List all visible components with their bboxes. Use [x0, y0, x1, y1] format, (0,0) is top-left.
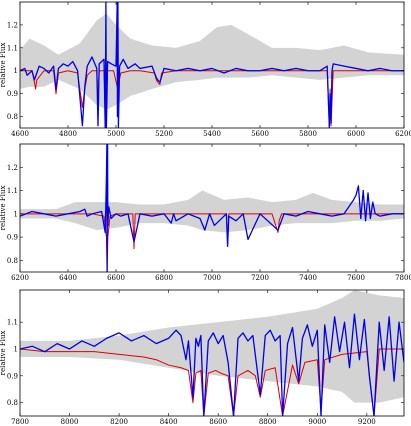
- x-tick-label: 9200: [358, 418, 376, 426]
- axes-frame: [19, 289, 405, 417]
- x-tick-label: 5000: [107, 130, 125, 138]
- x-tick-label: 7800: [395, 274, 411, 282]
- observed-spectrum-line: [20, 313, 404, 416]
- uncertainty-band: [20, 190, 404, 233]
- x-tick-label: 6600: [107, 274, 125, 282]
- y-tick-label: 1.1: [7, 319, 18, 327]
- x-tick-label: 8400: [160, 418, 178, 426]
- x-tick-label: 8200: [110, 418, 128, 426]
- y-axis-label: relative Flux: [0, 331, 7, 376]
- observed-spectrum-line: [20, 144, 404, 272]
- x-tick-label: 6200: [395, 130, 411, 138]
- x-tick-label: 5600: [251, 130, 269, 138]
- x-tick-label: 7000: [203, 274, 221, 282]
- x-tick-label: 5200: [155, 130, 173, 138]
- y-tick-label: 0.9: [7, 234, 18, 242]
- x-tick-label: 7400: [299, 274, 317, 282]
- x-tick-label: 7200: [251, 274, 269, 282]
- y-tick-label: 1: [14, 210, 18, 218]
- x-tick-label: 6200: [11, 274, 29, 282]
- plot-area: [20, 290, 404, 416]
- x-tick-label: 6000: [347, 130, 365, 138]
- y-axis-label: relative Flux: [0, 186, 7, 231]
- x-tick-label: 8600: [209, 418, 227, 426]
- y-tick-label: 0.8: [7, 113, 18, 121]
- uncertainty-band: [20, 290, 404, 403]
- panel-middle: 6200 6400 6600 6800 7000 7200 7400 7600 7800 0.8 0…: [0, 143, 411, 282]
- x-tick-label: 5400: [203, 130, 221, 138]
- x-tick-label: 4800: [59, 130, 77, 138]
- y-tick-label: 1.2: [7, 164, 18, 172]
- model-spectrum-line: [20, 348, 404, 416]
- uncertainty-band: [20, 13, 404, 110]
- panel-top: 4600 4800 5000 5200 5400 5600 5800 6000 6200 0.8 0…: [0, 1, 411, 138]
- y-tick-label: 1: [14, 345, 18, 353]
- y-tick-label: 1.2: [7, 21, 18, 29]
- x-tick-label: 6400: [59, 274, 77, 282]
- x-tick-label: 7800: [11, 418, 29, 426]
- model-spectrum-line: [20, 70, 404, 128]
- y-tick-label: 1: [14, 67, 18, 75]
- panel-bottom: 7800 8000 8200 8400 8600 8800 9000 9200 0.8 0.9 1 1…: [0, 289, 405, 426]
- plot-area: [20, 144, 404, 272]
- x-tick-label: 7600: [347, 274, 365, 282]
- y-tick-label: 1.1: [7, 187, 18, 195]
- y-tick-label: 1.1: [7, 44, 18, 52]
- plot-area: [20, 2, 404, 128]
- x-tick-label: 8800: [259, 418, 277, 426]
- y-tick-label: 0.9: [7, 90, 18, 98]
- x-tick-label: 8000: [61, 418, 79, 426]
- x-tick-label: 5800: [299, 130, 317, 138]
- y-axis-label: relative Flux: [0, 43, 7, 88]
- y-tick-label: 0.8: [7, 399, 18, 407]
- y-tick-label: 0.9: [7, 372, 18, 380]
- observed-spectrum-line: [20, 2, 404, 128]
- x-tick-label: 4600: [11, 130, 29, 138]
- x-tick-label: 6800: [155, 274, 173, 282]
- x-tick-label: 9000: [308, 418, 326, 426]
- y-tick-label: 0.8: [7, 257, 18, 265]
